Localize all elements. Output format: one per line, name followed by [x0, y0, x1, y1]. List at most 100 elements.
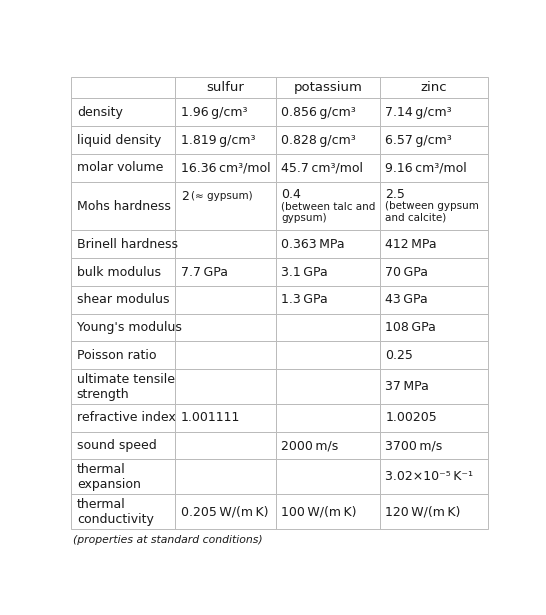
- Text: 2000 m/s: 2000 m/s: [281, 439, 339, 452]
- Bar: [380, 369, 488, 404]
- Bar: [276, 314, 380, 341]
- Bar: [175, 286, 276, 314]
- Bar: [175, 258, 276, 286]
- Text: (≈ gypsum): (≈ gypsum): [192, 191, 253, 201]
- Text: sulfur: sulfur: [206, 81, 245, 94]
- Bar: [72, 77, 175, 98]
- Bar: [72, 459, 175, 494]
- Text: 120 W/(m K): 120 W/(m K): [385, 505, 461, 518]
- Bar: [175, 77, 276, 98]
- Text: Brinell hardness: Brinell hardness: [77, 238, 178, 251]
- Bar: [276, 231, 380, 258]
- Bar: [175, 459, 276, 494]
- Bar: [380, 258, 488, 286]
- Bar: [175, 231, 276, 258]
- Bar: [72, 258, 175, 286]
- Text: 3.1 GPa: 3.1 GPa: [281, 266, 328, 279]
- Text: 1.3 GPa: 1.3 GPa: [281, 293, 328, 306]
- Text: 0.828 g/cm³: 0.828 g/cm³: [281, 133, 356, 146]
- Bar: [380, 404, 488, 432]
- Bar: [72, 126, 175, 154]
- Bar: [72, 98, 175, 126]
- Text: shear modulus: shear modulus: [77, 293, 169, 306]
- Bar: [175, 494, 276, 529]
- Bar: [276, 459, 380, 494]
- Text: 108 GPa: 108 GPa: [385, 321, 436, 334]
- Text: Mohs hardness: Mohs hardness: [77, 200, 171, 213]
- Text: 0.856 g/cm³: 0.856 g/cm³: [281, 106, 356, 119]
- Bar: [276, 286, 380, 314]
- Text: (properties at standard conditions): (properties at standard conditions): [73, 534, 263, 545]
- Text: density: density: [77, 106, 123, 119]
- Text: 0.25: 0.25: [385, 349, 413, 362]
- Bar: [380, 314, 488, 341]
- Text: 100 W/(m K): 100 W/(m K): [281, 505, 357, 518]
- Text: (between talc and
gypsum): (between talc and gypsum): [281, 201, 376, 223]
- Bar: [380, 286, 488, 314]
- Text: 2.5: 2.5: [385, 188, 405, 201]
- Text: 45.7 cm³/mol: 45.7 cm³/mol: [281, 161, 364, 175]
- Text: thermal
expansion: thermal expansion: [77, 463, 141, 491]
- Bar: [175, 182, 276, 231]
- Text: 0.205 W/(m K): 0.205 W/(m K): [181, 505, 268, 518]
- Bar: [276, 432, 380, 459]
- Bar: [276, 98, 380, 126]
- Bar: [380, 126, 488, 154]
- Bar: [175, 98, 276, 126]
- Bar: [72, 286, 175, 314]
- Text: 43 GPa: 43 GPa: [385, 293, 428, 306]
- Text: (between gypsum
and calcite): (between gypsum and calcite): [385, 201, 479, 223]
- Bar: [276, 182, 380, 231]
- Bar: [72, 154, 175, 182]
- Text: 1.001111: 1.001111: [181, 411, 240, 424]
- Bar: [380, 459, 488, 494]
- Bar: [72, 369, 175, 404]
- Text: zinc: zinc: [421, 81, 447, 94]
- Text: Young's modulus: Young's modulus: [77, 321, 182, 334]
- Bar: [380, 77, 488, 98]
- Bar: [276, 126, 380, 154]
- Text: Poisson ratio: Poisson ratio: [77, 349, 156, 362]
- Bar: [175, 126, 276, 154]
- Bar: [380, 154, 488, 182]
- Bar: [276, 154, 380, 182]
- Text: 412 MPa: 412 MPa: [385, 238, 437, 251]
- Text: 1.819 g/cm³: 1.819 g/cm³: [181, 133, 255, 146]
- Text: 0.363 MPa: 0.363 MPa: [281, 238, 345, 251]
- Bar: [175, 432, 276, 459]
- Text: sound speed: sound speed: [77, 439, 157, 452]
- Bar: [72, 341, 175, 369]
- Bar: [380, 98, 488, 126]
- Text: 6.57 g/cm³: 6.57 g/cm³: [385, 133, 452, 146]
- Bar: [175, 341, 276, 369]
- Bar: [276, 369, 380, 404]
- Text: 3.02×10⁻⁵ K⁻¹: 3.02×10⁻⁵ K⁻¹: [385, 470, 473, 483]
- Bar: [380, 494, 488, 529]
- Text: ultimate tensile
strength: ultimate tensile strength: [77, 373, 175, 400]
- Text: potassium: potassium: [293, 81, 363, 94]
- Bar: [72, 314, 175, 341]
- Text: 0.4: 0.4: [281, 188, 301, 201]
- Bar: [276, 494, 380, 529]
- Bar: [276, 258, 380, 286]
- Bar: [175, 369, 276, 404]
- Bar: [380, 182, 488, 231]
- Text: molar volume: molar volume: [77, 161, 163, 175]
- Bar: [72, 231, 175, 258]
- Bar: [72, 432, 175, 459]
- Bar: [175, 154, 276, 182]
- Bar: [380, 341, 488, 369]
- Bar: [175, 404, 276, 432]
- Text: 3700 m/s: 3700 m/s: [385, 439, 442, 452]
- Text: 7.14 g/cm³: 7.14 g/cm³: [385, 106, 452, 119]
- Text: thermal
conductivity: thermal conductivity: [77, 498, 153, 525]
- Text: 16.36 cm³/mol: 16.36 cm³/mol: [181, 161, 270, 175]
- Bar: [72, 182, 175, 231]
- Bar: [72, 494, 175, 529]
- Bar: [175, 314, 276, 341]
- Bar: [276, 341, 380, 369]
- Bar: [380, 231, 488, 258]
- Bar: [276, 404, 380, 432]
- Bar: [276, 77, 380, 98]
- Text: 2: 2: [181, 190, 188, 203]
